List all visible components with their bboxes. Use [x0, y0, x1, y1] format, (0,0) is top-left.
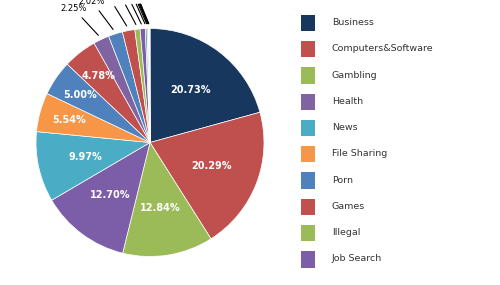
Text: File Sharing: File Sharing: [332, 149, 387, 158]
Text: 0.25%: 0.25%: [118, 0, 145, 24]
Text: 0.08%: 0.08%: [122, 0, 148, 24]
FancyBboxPatch shape: [300, 146, 315, 162]
Text: 0.04%: 0.04%: [123, 0, 150, 24]
Text: 0.19%: 0.19%: [120, 0, 147, 24]
FancyBboxPatch shape: [300, 251, 315, 268]
FancyBboxPatch shape: [300, 94, 315, 110]
Text: 12.70%: 12.70%: [90, 190, 130, 200]
Text: Job Search: Job Search: [332, 255, 382, 263]
Text: 5.00%: 5.00%: [64, 90, 98, 100]
Wedge shape: [122, 30, 150, 142]
FancyBboxPatch shape: [300, 15, 315, 31]
Text: 0.06%: 0.06%: [122, 0, 149, 24]
Wedge shape: [150, 112, 264, 239]
Text: 2.25%: 2.25%: [60, 4, 98, 35]
Text: 9.97%: 9.97%: [68, 152, 102, 162]
Text: 0.04%: 0.04%: [124, 0, 150, 24]
FancyBboxPatch shape: [300, 41, 315, 57]
Wedge shape: [122, 142, 211, 256]
Wedge shape: [94, 36, 150, 142]
Wedge shape: [52, 142, 150, 253]
Text: 0.74%: 0.74%: [107, 0, 136, 25]
Wedge shape: [148, 28, 150, 142]
Text: Porn: Porn: [332, 176, 353, 185]
Text: 0.73%: 0.73%: [114, 0, 141, 24]
Text: Gambling: Gambling: [332, 71, 378, 80]
Wedge shape: [36, 93, 150, 142]
Text: Health: Health: [332, 97, 363, 106]
Text: 5.54%: 5.54%: [52, 115, 86, 125]
Text: 2.02%: 2.02%: [78, 0, 113, 29]
FancyBboxPatch shape: [300, 225, 315, 241]
Wedge shape: [149, 28, 150, 142]
Text: 12.84%: 12.84%: [140, 203, 181, 213]
Wedge shape: [146, 28, 150, 142]
Wedge shape: [36, 132, 150, 200]
Wedge shape: [150, 28, 260, 142]
Wedge shape: [147, 28, 150, 142]
Wedge shape: [135, 29, 150, 142]
Wedge shape: [47, 64, 150, 142]
Text: Illegal: Illegal: [332, 228, 360, 237]
Text: Computers&Software: Computers&Software: [332, 44, 434, 53]
Text: 4.78%: 4.78%: [81, 71, 115, 81]
Text: 20.73%: 20.73%: [170, 85, 210, 95]
FancyBboxPatch shape: [300, 199, 315, 215]
Text: Business: Business: [332, 18, 374, 27]
FancyBboxPatch shape: [300, 120, 315, 136]
Wedge shape: [108, 32, 150, 142]
Wedge shape: [140, 28, 150, 142]
Text: 20.29%: 20.29%: [192, 161, 232, 171]
FancyBboxPatch shape: [300, 67, 315, 84]
Wedge shape: [67, 43, 150, 142]
Text: Games: Games: [332, 202, 365, 211]
Text: 1.76%: 1.76%: [96, 0, 126, 26]
FancyBboxPatch shape: [300, 172, 315, 189]
Text: News: News: [332, 123, 357, 132]
